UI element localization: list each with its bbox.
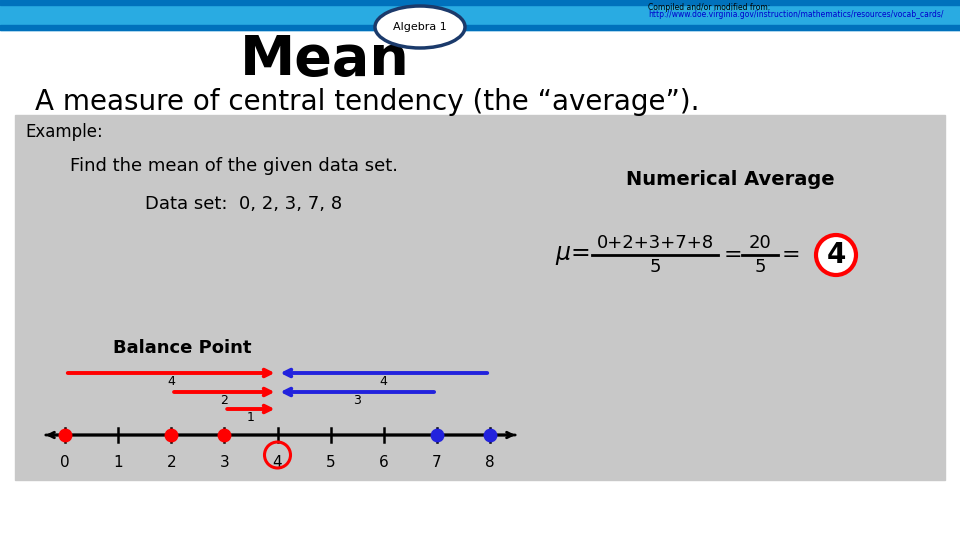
Text: Find the mean of the given data set.: Find the mean of the given data set. [70, 157, 398, 175]
Text: Data set:  0, 2, 3, 7, 8: Data set: 0, 2, 3, 7, 8 [145, 195, 342, 213]
Text: 20: 20 [749, 234, 772, 252]
Text: A measure of central tendency (the “average”).: A measure of central tendency (the “aver… [35, 88, 700, 116]
Text: 4: 4 [273, 455, 282, 470]
Text: 5: 5 [755, 258, 766, 276]
Text: Mean: Mean [240, 33, 410, 87]
Bar [15, 115, 945, 480]
Text: =: = [782, 245, 801, 265]
Text: 6: 6 [379, 455, 389, 470]
Text: Example:: Example: [25, 123, 103, 141]
Circle shape [816, 235, 856, 275]
Text: 4: 4 [380, 375, 388, 388]
Text: Balance Point: Balance Point [112, 339, 252, 357]
Bar [0, 25, 960, 30]
Text: 8: 8 [485, 455, 494, 470]
Text: Compiled and/or modified from:: Compiled and/or modified from: [648, 3, 770, 12]
Text: =: = [724, 245, 743, 265]
Ellipse shape [375, 6, 465, 48]
Text: 2: 2 [221, 394, 228, 407]
Text: 5: 5 [649, 258, 660, 276]
Text: 5: 5 [325, 455, 335, 470]
Text: 4: 4 [827, 241, 846, 269]
Text: 1: 1 [247, 411, 254, 424]
Text: 3: 3 [353, 394, 361, 407]
Text: 3: 3 [220, 455, 229, 470]
Bar [0, 0, 960, 30]
Bar [0, 0, 960, 5]
Text: $\mu$=: $\mu$= [555, 243, 589, 267]
Text: Numerical Average: Numerical Average [626, 170, 834, 189]
Text: 1: 1 [113, 455, 123, 470]
Text: Algebra 1: Algebra 1 [394, 22, 446, 32]
Text: http://www.doe.virginia.gov/instruction/mathematics/resources/vocab_cards/: http://www.doe.virginia.gov/instruction/… [648, 10, 944, 19]
Text: 2: 2 [166, 455, 176, 470]
Text: 0: 0 [60, 455, 70, 470]
Text: 4: 4 [167, 375, 175, 388]
Text: 7: 7 [432, 455, 442, 470]
Text: 0+2+3+7+8: 0+2+3+7+8 [596, 234, 713, 252]
